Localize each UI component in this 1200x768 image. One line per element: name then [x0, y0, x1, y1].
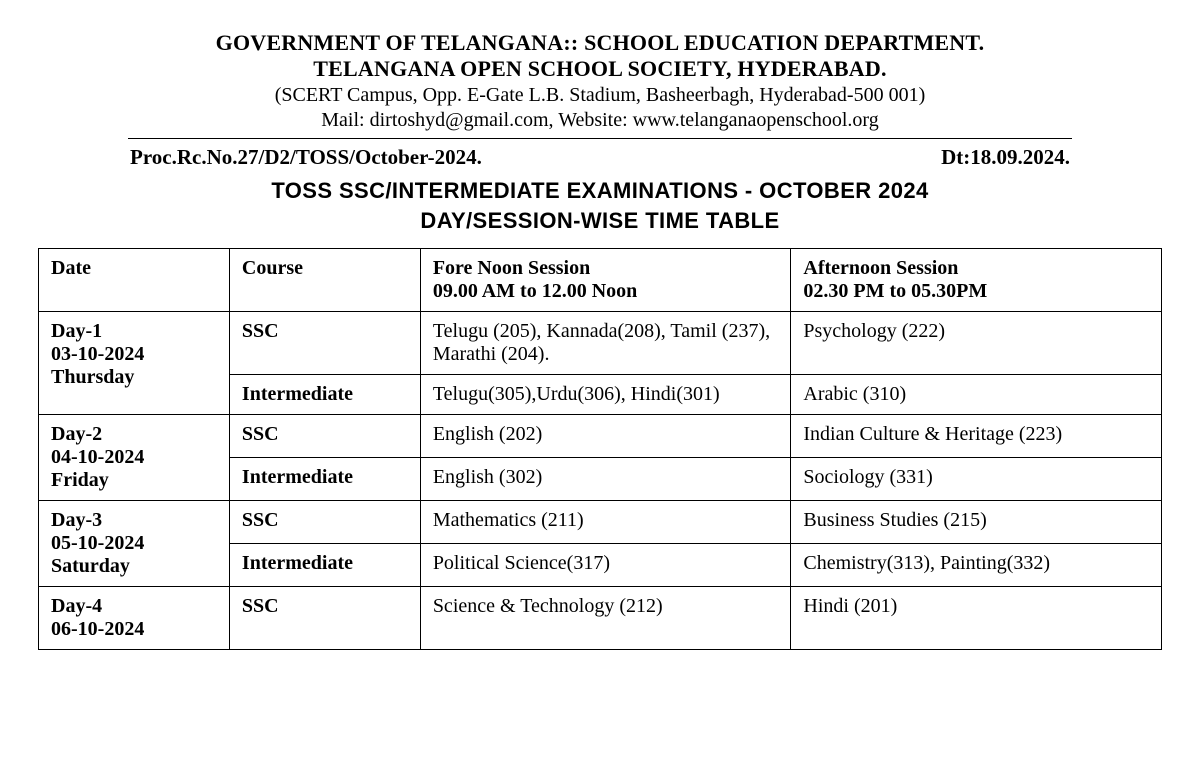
- timetable-head: Date Course Fore Noon Session 09.00 AM t…: [39, 249, 1162, 312]
- forenoon-cell: Mathematics (211): [420, 501, 791, 544]
- forenoon-cell: Political Science(317): [420, 544, 791, 587]
- table-row: Day-305-10-2024SaturdaySSCMathematics (2…: [39, 501, 1162, 544]
- col-course-label: Course: [242, 257, 303, 279]
- col-course-header: Course: [229, 249, 420, 312]
- timetable: Date Course Fore Noon Session 09.00 AM t…: [38, 248, 1162, 650]
- date-cell: Day-406-10-2024: [39, 587, 230, 650]
- day-date: 03-10-2024: [51, 343, 217, 366]
- forenoon-cell: Telugu(305),Urdu(306), Hindi(301): [420, 375, 791, 415]
- proceedings-row: Proc.Rc.No.27/D2/TOSS/October-2024. Dt:1…: [38, 143, 1162, 170]
- day-weekday: Saturday: [51, 555, 217, 578]
- proc-date: Dt:18.09.2024.: [941, 145, 1070, 170]
- day-date: 06-10-2024: [51, 618, 217, 641]
- table-row: Day-204-10-2024FridaySSCEnglish (202)Ind…: [39, 415, 1162, 458]
- forenoon-title: Fore Noon Session: [433, 257, 779, 280]
- forenoon-cell: Telugu (205), Kannada(208), Tamil (237),…: [420, 312, 791, 375]
- day-number: Day-1: [51, 320, 217, 343]
- contact-line: Mail: dirtoshyd@gmail.com, Website: www.…: [38, 109, 1162, 132]
- proc-number: Proc.Rc.No.27/D2/TOSS/October-2024.: [130, 145, 482, 170]
- address-line: (SCERT Campus, Opp. E-Gate L.B. Stadium,…: [38, 84, 1162, 107]
- day-number: Day-3: [51, 509, 217, 532]
- table-row: Day-406-10-2024SSCScience & Technology (…: [39, 587, 1162, 650]
- forenoon-cell: English (202): [420, 415, 791, 458]
- date-cell: Day-305-10-2024Saturday: [39, 501, 230, 587]
- course-cell: SSC: [229, 501, 420, 544]
- course-cell: SSC: [229, 415, 420, 458]
- org-line-1: GOVERNMENT OF TELANGANA:: SCHOOL EDUCATI…: [38, 30, 1162, 56]
- afternoon-time: 02.30 PM to 05.30PM: [803, 280, 1149, 303]
- course-cell: SSC: [229, 587, 420, 650]
- course-cell: Intermediate: [229, 458, 420, 501]
- timetable-body: Day-103-10-2024ThursdaySSCTelugu (205), …: [39, 312, 1162, 650]
- forenoon-time: 09.00 AM to 12.00 Noon: [433, 280, 779, 303]
- header-rule: [128, 138, 1072, 139]
- col-date-label: Date: [51, 257, 91, 279]
- table-row: Day-103-10-2024ThursdaySSCTelugu (205), …: [39, 312, 1162, 375]
- date-cell: Day-103-10-2024Thursday: [39, 312, 230, 415]
- letterhead: GOVERNMENT OF TELANGANA:: SCHOOL EDUCATI…: [38, 30, 1162, 132]
- date-cell: Day-204-10-2024Friday: [39, 415, 230, 501]
- day-number: Day-4: [51, 595, 217, 618]
- afternoon-cell: Hindi (201): [791, 587, 1162, 650]
- afternoon-title: Afternoon Session: [803, 257, 1149, 280]
- afternoon-cell: Indian Culture & Heritage (223): [791, 415, 1162, 458]
- col-forenoon-header: Fore Noon Session 09.00 AM to 12.00 Noon: [420, 249, 791, 312]
- course-cell: Intermediate: [229, 544, 420, 587]
- afternoon-cell: Business Studies (215): [791, 501, 1162, 544]
- document-page: GOVERNMENT OF TELANGANA:: SCHOOL EDUCATI…: [0, 0, 1200, 650]
- exam-title: TOSS SSC/INTERMEDIATE EXAMINATIONS - OCT…: [38, 178, 1162, 204]
- col-date-header: Date: [39, 249, 230, 312]
- forenoon-cell: English (302): [420, 458, 791, 501]
- course-cell: Intermediate: [229, 375, 420, 415]
- afternoon-cell: Arabic (310): [791, 375, 1162, 415]
- forenoon-cell: Science & Technology (212): [420, 587, 791, 650]
- day-date: 04-10-2024: [51, 446, 217, 469]
- afternoon-cell: Psychology (222): [791, 312, 1162, 375]
- exam-subtitle: DAY/SESSION-WISE TIME TABLE: [38, 208, 1162, 234]
- day-weekday: Friday: [51, 469, 217, 492]
- col-afternoon-header: Afternoon Session 02.30 PM to 05.30PM: [791, 249, 1162, 312]
- afternoon-cell: Sociology (331): [791, 458, 1162, 501]
- afternoon-cell: Chemistry(313), Painting(332): [791, 544, 1162, 587]
- day-number: Day-2: [51, 423, 217, 446]
- day-date: 05-10-2024: [51, 532, 217, 555]
- day-weekday: Thursday: [51, 366, 217, 389]
- title-block: TOSS SSC/INTERMEDIATE EXAMINATIONS - OCT…: [38, 178, 1162, 234]
- org-line-2: TELANGANA OPEN SCHOOL SOCIETY, HYDERABAD…: [38, 56, 1162, 82]
- course-cell: SSC: [229, 312, 420, 375]
